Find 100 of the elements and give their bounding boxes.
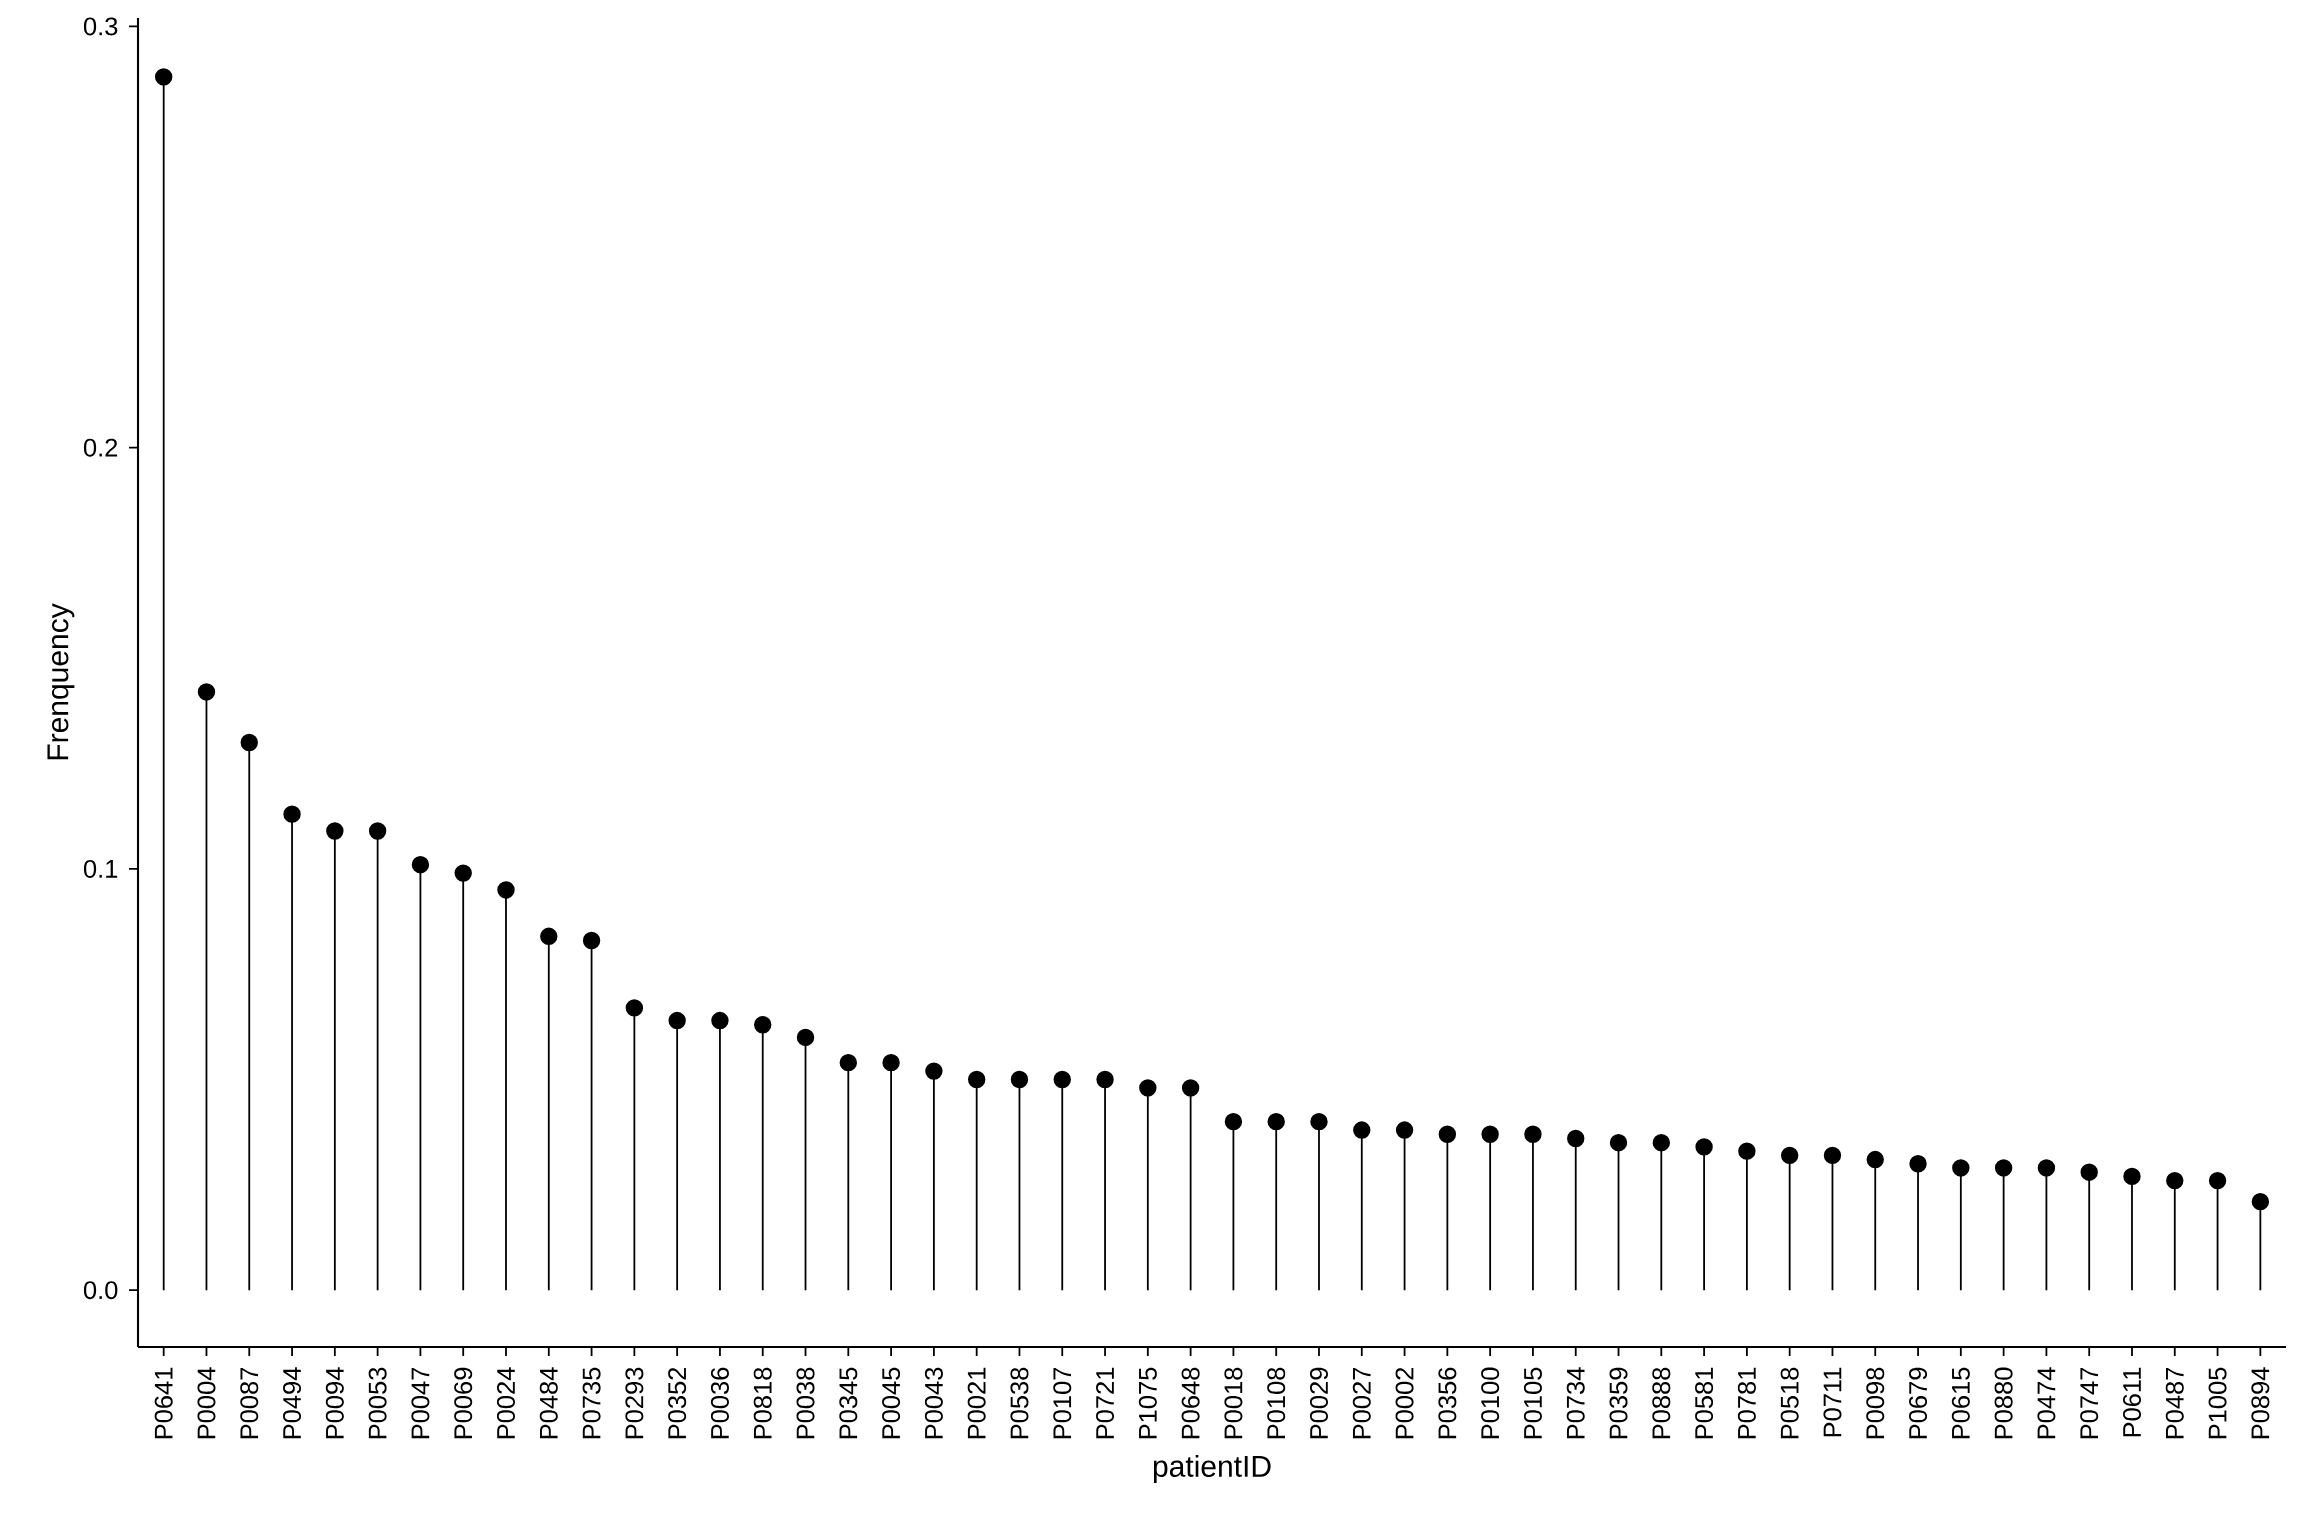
point (754, 1016, 772, 1034)
x-axis-title: patientID (1153, 1454, 1271, 1483)
point (1010, 1070, 1029, 1089)
point (326, 822, 344, 840)
point (1181, 1079, 1200, 1097)
x-tick-label: P0648 (1181, 1367, 1200, 1439)
y-axis-title: Frenquency (47, 603, 75, 760)
point (197, 683, 216, 701)
x-tick-label: P0494 (283, 1367, 302, 1439)
x-tick-label: P0641 (154, 1367, 173, 1439)
point (1224, 1112, 1243, 1131)
x-tick-label: P0880 (1994, 1367, 2013, 1439)
point (839, 1053, 857, 1072)
x-tick-label: P0721 (1096, 1367, 1115, 1439)
point (668, 1011, 686, 1030)
x-tick-label: P0027 (1352, 1367, 1371, 1439)
point (2208, 1171, 2227, 1190)
point (1567, 1129, 1585, 1148)
x-tick-label: P0518 (1780, 1367, 1799, 1439)
x-tick-label: P0105 (1523, 1367, 1542, 1439)
x-tick-label: P1075 (1138, 1367, 1157, 1439)
point (1780, 1146, 1799, 1165)
point (1267, 1112, 1285, 1131)
point (1053, 1070, 1071, 1089)
x-tick-label: P0781 (1737, 1367, 1756, 1439)
x-tick-label: P0734 (1566, 1367, 1585, 1439)
x-tick-label: P0611 (2122, 1367, 2141, 1437)
point (925, 1062, 943, 1080)
point (1652, 1133, 1670, 1152)
point (454, 864, 472, 882)
x-tick-label: P0735 (582, 1367, 601, 1439)
x-tick-label: P0747 (2080, 1367, 2099, 1439)
x-tick-label: P0038 (796, 1367, 815, 1439)
x-tick-label: P0029 (1309, 1367, 1328, 1439)
x-tick-label: P0045 (882, 1367, 901, 1439)
point (1994, 1159, 2013, 1177)
y-tick-label: 0.3 (83, 17, 118, 36)
y-tick-label: 0.1 (83, 859, 118, 878)
x-tick-label: P0047 (411, 1367, 430, 1439)
y-tick-label: 0.2 (83, 438, 118, 457)
point (1395, 1121, 1414, 1139)
x-tick-label: P0484 (539, 1367, 558, 1439)
point (2037, 1159, 2056, 1177)
y-tick-label: 0.0 (83, 1281, 118, 1300)
point (1481, 1125, 1499, 1143)
point (1823, 1146, 1842, 1165)
point (497, 881, 515, 899)
point (240, 733, 258, 752)
point (2251, 1192, 2270, 1211)
x-tick-label: P0359 (1609, 1367, 1628, 1439)
x-tick-label: P0087 (240, 1367, 259, 1439)
x-tick-label: P0711 (1823, 1367, 1842, 1437)
point (582, 931, 601, 950)
x-tick-label: P0818 (753, 1367, 772, 1439)
point (1609, 1133, 1628, 1152)
x-tick-label: P0894 (2251, 1367, 2270, 1439)
point (154, 68, 173, 86)
x-tick-label: P0107 (1053, 1367, 1072, 1439)
point (1139, 1079, 1157, 1097)
x-tick-label: P0024 (496, 1367, 516, 1439)
x-tick-label: P0487 (2165, 1367, 2184, 1439)
x-tick-label: P0352 (668, 1367, 687, 1439)
x-tick-label: P0679 (1909, 1367, 1928, 1439)
x-tick-label: P0094 (325, 1367, 344, 1439)
x-tick-label: P0345 (839, 1367, 858, 1439)
x-tick-label: P0108 (1267, 1367, 1286, 1439)
point (1310, 1112, 1328, 1131)
point (283, 805, 301, 823)
point (1909, 1155, 1927, 1173)
x-tick-label: P0474 (2037, 1367, 2056, 1439)
point (1438, 1125, 1457, 1143)
x-tick-label: P0002 (1395, 1367, 1414, 1439)
x-tick-label: P0053 (368, 1367, 387, 1439)
x-tick-label: P0098 (1866, 1367, 1885, 1439)
point (1353, 1121, 1371, 1139)
point (2080, 1163, 2098, 1181)
x-tick-label: P0004 (197, 1367, 216, 1439)
x-tick-label: P0021 (967, 1367, 986, 1439)
x-tick-label: P0036 (710, 1367, 729, 1439)
point (1524, 1125, 1542, 1143)
point (1952, 1159, 1970, 1177)
x-tick-label: P0293 (625, 1367, 644, 1439)
x-tick-label: P1005 (2208, 1367, 2227, 1439)
point (368, 822, 387, 840)
point (411, 855, 430, 874)
point (2123, 1167, 2141, 1186)
x-tick-label: P0018 (1224, 1367, 1243, 1439)
x-tick-label: P0043 (924, 1367, 943, 1439)
point (882, 1053, 900, 1072)
point (1866, 1150, 1884, 1169)
x-tick-label: P0581 (1695, 1367, 1714, 1439)
x-tick-label: P0538 (1010, 1367, 1029, 1439)
x-tick-label: P0069 (454, 1367, 473, 1439)
point (711, 1011, 729, 1030)
point (625, 999, 644, 1017)
x-tick-label: P0615 (1951, 1367, 1970, 1439)
point (796, 1028, 815, 1047)
point (967, 1070, 986, 1089)
point (540, 927, 558, 945)
point (1695, 1138, 1713, 1156)
